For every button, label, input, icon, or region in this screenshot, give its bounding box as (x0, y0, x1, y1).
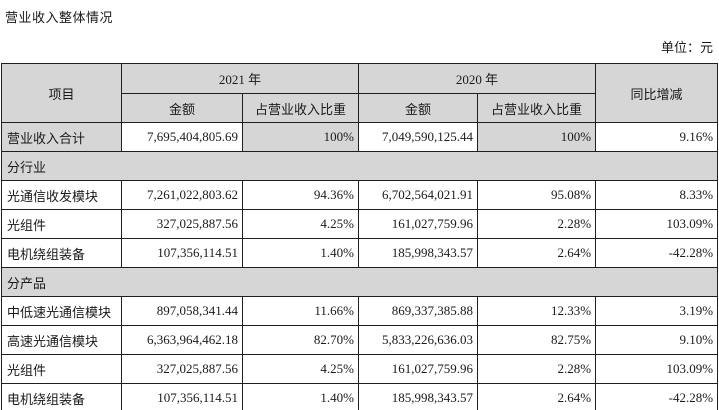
cell-share-2021: 1.40% (241, 383, 360, 410)
document-page: 营业收入整体情况 单位：元 项目 2021 年 2020 年 同比增减 金额 占… (0, 7, 719, 410)
col-header-item: 项目 (1, 63, 122, 123)
cell-yoy: 8.33% (595, 180, 719, 210)
col-header-year-2021: 2021 年 (120, 63, 360, 94)
cell-amount-2021: 7,261,022,803.62 (121, 180, 243, 210)
cell-amount-2020: 161,027,759.96 (358, 209, 479, 239)
table-row: 电机绕组装备 107,356,114.51 1.40% 185,998,343.… (1, 383, 719, 410)
col-header-amount-2020: 金额 (358, 93, 479, 123)
table-row: 光组件 327,025,887.56 4.25% 161,027,759.96 … (1, 209, 719, 239)
cell-share-2020: 82.75% (477, 325, 597, 355)
cell-label: 光组件 (1, 209, 122, 239)
cell-amount-2021: 327,025,887.56 (121, 209, 243, 239)
col-header-year-2020: 2020 年 (358, 63, 597, 94)
cell-yoy: 103.09% (595, 209, 719, 239)
col-header-amount-2021: 金额 (121, 93, 243, 123)
table-row: 光通信收发模块 7,261,022,803.62 94.36% 6,702,56… (1, 180, 719, 210)
table-row: 中低速光通信模块 897,058,341.44 11.66% 869,337,3… (1, 296, 719, 326)
cell-yoy: -42.28% (595, 383, 719, 410)
cell-label: 营业收入合计 (1, 122, 122, 152)
header-row-years: 项目 2021 年 2020 年 同比增减 (1, 63, 719, 123)
revenue-table: 项目 2021 年 2020 年 同比增减 金额 占营业收入比重 金额 占营业收… (0, 63, 719, 410)
cell-amount-2021: 897,058,341.44 (121, 296, 243, 326)
unit-label: 单位：元 (660, 40, 713, 55)
cell-amount-2020: 869,337,385.88 (358, 296, 479, 326)
cell-share-2020: 2.28% (477, 209, 597, 239)
cell-share-2020: 2.64% (477, 238, 597, 268)
table-row: 电机绕组装备 107,356,114.51 1.40% 185,998,343.… (1, 238, 719, 268)
cell-yoy: 3.19% (595, 296, 719, 326)
cell-amount-2020: 185,998,343.57 (358, 238, 479, 268)
cell-yoy: -42.28% (595, 238, 719, 268)
section-label: 分产品 (0, 267, 719, 297)
cell-amount-2020: 5,833,226,636.03 (358, 325, 479, 355)
cell-share-2020: 12.33% (477, 296, 597, 326)
cell-amount-2021: 7,695,404,805.69 (121, 122, 243, 152)
cell-share-2020: 2.64% (477, 383, 597, 410)
cell-label: 电机绕组装备 (1, 238, 122, 268)
cell-label: 光组件 (1, 354, 122, 384)
cell-share-2020: 2.28% (477, 354, 597, 384)
cell-label: 中低速光通信模块 (1, 296, 122, 326)
cell-amount-2020: 185,998,343.57 (358, 383, 479, 410)
cell-amount-2021: 107,356,114.51 (121, 238, 243, 268)
col-header-share-2020: 占营业收入比重 (477, 93, 597, 123)
table-row: 光组件 327,025,887.56 4.25% 161,027,759.96 … (1, 354, 719, 384)
section-row-by-industry: 分行业 (0, 151, 719, 181)
cell-label: 电机绕组装备 (1, 383, 122, 410)
cell-amount-2021: 6,363,964,462.18 (121, 325, 243, 355)
cell-amount-2020: 6,702,564,021.91 (358, 180, 479, 210)
cell-amount-2020: 7,049,590,125.44 (358, 122, 479, 152)
cell-share-2020: 95.08% (477, 180, 597, 210)
cell-amount-2020: 161,027,759.96 (358, 354, 479, 384)
cell-share-2021: 11.66% (241, 296, 360, 326)
section-label: 分行业 (0, 151, 719, 181)
cell-amount-2021: 107,356,114.51 (121, 383, 243, 410)
cell-yoy: 103.09% (595, 354, 719, 384)
col-header-share-2021: 占营业收入比重 (241, 93, 360, 123)
cell-share-2021: 1.40% (241, 238, 360, 268)
cell-share-2021: 4.25% (241, 209, 360, 239)
cell-share-2021: 82.70% (241, 325, 360, 355)
section-row-by-product: 分产品 (0, 267, 719, 297)
cell-share-2021: 94.36% (241, 180, 360, 210)
col-header-yoy: 同比增减 (595, 63, 719, 123)
cell-share-2021: 4.25% (241, 354, 360, 384)
cell-label: 光通信收发模块 (1, 180, 122, 210)
cell-amount-2021: 327,025,887.56 (121, 354, 243, 384)
header-row-subcolumns: 金额 占营业收入比重 金额 占营业收入比重 (2, 93, 718, 123)
cell-share-2021: 100% (241, 122, 360, 152)
cell-share-2020: 100% (477, 122, 597, 152)
cell-yoy: 9.16% (595, 122, 719, 152)
table-row: 高速光通信模块 6,363,964,462.18 82.70% 5,833,22… (1, 325, 719, 355)
cell-label: 高速光通信模块 (1, 325, 122, 355)
cell-yoy: 9.10% (595, 325, 719, 355)
table-row-total: 营业收入合计 7,695,404,805.69 100% 7,049,590,1… (1, 122, 719, 152)
page-title: 营业收入整体情况 (5, 10, 114, 25)
